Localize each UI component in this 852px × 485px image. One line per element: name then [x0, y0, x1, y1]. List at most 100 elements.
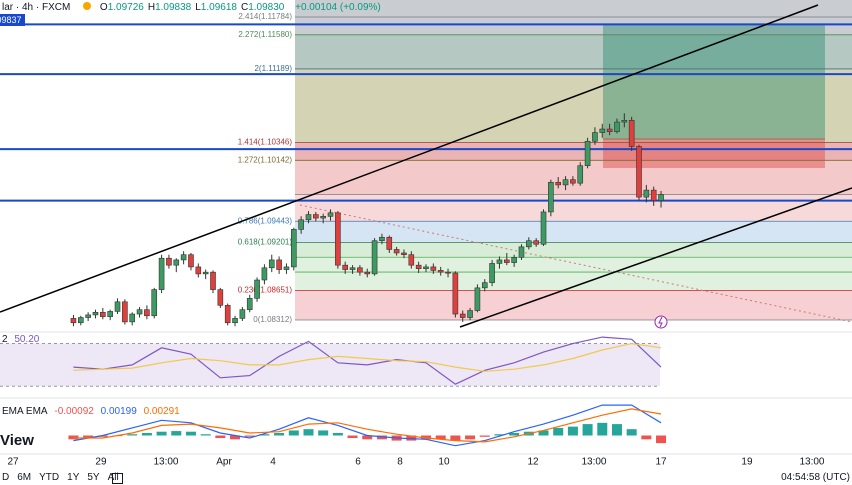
candle-body: [445, 271, 451, 274]
macd-histogram-bar: [509, 432, 520, 436]
macd-source: EMA EMA: [2, 406, 48, 417]
macd-line: [73, 408, 662, 443]
candle-body: [511, 257, 517, 263]
candle-body: [320, 216, 326, 219]
macd-histogram-bar: [332, 432, 343, 436]
rsi-line: [73, 342, 662, 372]
candle-body: [408, 254, 415, 266]
candle-body: [650, 189, 657, 201]
ohlc-key: H: [147, 2, 156, 13]
macd-line: [73, 404, 662, 447]
candle-body: [298, 219, 304, 230]
macd-pane: [68, 404, 667, 447]
candle-body: [467, 310, 473, 318]
ohlc-value: 1.09838: [155, 2, 192, 13]
chart: 2.414(1.11784) 2.272(1.11580) 2(1.11189) 1.…: [0, 0, 852, 468]
macd-histogram-bar: [582, 424, 593, 436]
fib-band: [295, 242, 852, 258]
range-button[interactable]: 1Y: [67, 472, 80, 483]
candle-body: [290, 229, 297, 268]
candle-body: [459, 313, 466, 318]
ohlc-value: 1.09618: [200, 2, 237, 13]
macd-histogram-bar: [362, 435, 373, 440]
range-button[interactable]: All: [107, 472, 119, 483]
macd-histogram-bar: [435, 435, 446, 440]
candle-body: [386, 236, 393, 250]
candle-body: [151, 289, 158, 317]
candle-body: [658, 194, 664, 201]
candle-body: [437, 270, 444, 273]
candle-body: [555, 181, 562, 186]
rsi-value: 50.20: [14, 334, 40, 345]
rsi-pane: [0, 336, 662, 387]
macd-histogram-bar: [185, 431, 196, 436]
range-button[interactable]: D: [2, 472, 10, 483]
candle-body: [77, 317, 84, 324]
price-tag: 1.09837: [0, 14, 25, 26]
status-dot: [83, 2, 92, 10]
range-button[interactable]: 6M: [17, 472, 32, 483]
candle-body: [327, 212, 334, 217]
fib-levels: 2.414(1.11784) 2.272(1.11580) 2(1.11189) 1.…: [238, 12, 852, 324]
candle-body: [136, 309, 143, 315]
candle-body: [393, 249, 400, 254]
trend-dotted: [299, 204, 852, 323]
fib-band: [295, 68, 852, 143]
macd-histogram-bar: [611, 424, 622, 436]
candle-body: [202, 271, 209, 275]
candle-body: [401, 252, 407, 255]
fib-label: 0.618(1.09201): [238, 238, 293, 247]
macd-histogram-bar: [450, 435, 461, 441]
candle-body: [379, 236, 385, 242]
macd-histogram-bar: [83, 435, 94, 439]
macd-histogram-bar: [318, 430, 329, 436]
macd-histogram-bar: [156, 431, 167, 436]
ohlc-key: L: [195, 2, 201, 13]
symbol[interactable]: lar · 4h · FXCM: [2, 2, 71, 13]
candle-body: [584, 140, 591, 166]
macd-histogram-bar: [259, 434, 270, 436]
candle-body: [180, 254, 187, 261]
macd-hist-value: -0.00092: [54, 406, 94, 417]
macd-histogram-bar: [97, 435, 108, 437]
candle-body: [305, 214, 312, 221]
candles: [70, 113, 664, 327]
candle-body: [364, 271, 371, 275]
macd-histogram-bar: [479, 435, 490, 437]
macd-histogram-bar: [215, 435, 226, 439]
macd-histogram-bar: [553, 427, 564, 436]
candle-body: [423, 266, 429, 269]
macd-histogram-bar: [200, 434, 211, 436]
event-icon[interactable]: [654, 315, 668, 329]
macd-histogram-bar: [127, 434, 138, 436]
candle-body: [548, 181, 554, 213]
macd-histogram-bar: [406, 435, 417, 441]
change: +0.00104 (+0.09%): [295, 2, 381, 13]
macd-histogram-bar: [244, 435, 255, 437]
candle-body: [342, 264, 349, 270]
calendar-icon[interactable]: [112, 473, 123, 484]
range-button[interactable]: YTD: [39, 472, 60, 483]
candle-body: [254, 279, 260, 299]
rsi-period: 2: [2, 334, 8, 345]
macd-histogram-bar: [171, 431, 182, 436]
candle-body: [474, 287, 481, 311]
fib-band-top: [295, 0, 852, 18]
ohlc-value: 1.09830: [248, 2, 285, 13]
fib-band: [295, 34, 852, 69]
candle-body: [628, 120, 635, 147]
event-bolt: [658, 316, 663, 328]
macd-histogram-bar: [465, 435, 476, 440]
candle-body: [503, 259, 510, 263]
candle-body: [195, 266, 202, 275]
candle-body: [158, 257, 165, 290]
fib-label: 2(1.11189): [254, 64, 292, 73]
fib-band: [295, 17, 852, 35]
candle-body: [357, 267, 363, 273]
candle-body: [92, 311, 99, 316]
candle-body: [129, 313, 136, 323]
candle-body: [415, 264, 422, 269]
range-button[interactable]: 5Y: [87, 472, 100, 483]
candle-body: [526, 240, 532, 248]
ohlc: O1.09726 H1.09838 L1.09618 C1.09830: [100, 2, 288, 13]
